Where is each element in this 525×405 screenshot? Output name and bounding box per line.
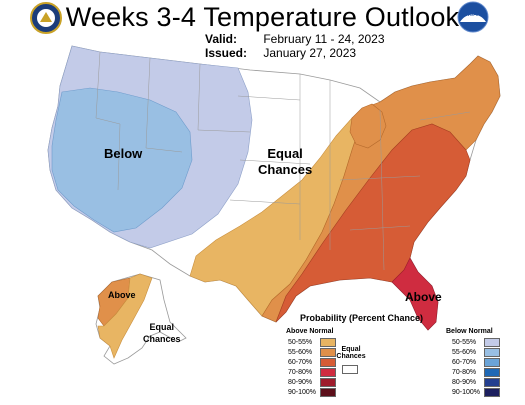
legend-equal-label: Equal Chances (336, 346, 366, 360)
legend-title: Probability (Percent Chance) (300, 313, 424, 323)
legend-above-header: Above Normal (286, 328, 334, 335)
noaa-logo-text: NOAA (465, 12, 481, 18)
below-item: 80-90% (452, 378, 500, 387)
above-item: 80-90% (288, 378, 336, 387)
equal-chances-ak-line2: Chances (143, 334, 181, 344)
above-swatch (320, 378, 336, 387)
above-item-label: 50-55% (288, 339, 313, 346)
above-ak-label: Above (108, 290, 136, 300)
above-70-80-region (391, 257, 439, 331)
equal-chances-ak-label: Equal Chances (143, 321, 181, 345)
above-fl-label: Above (405, 290, 442, 304)
below-55-60-region (51, 87, 193, 233)
above-item: 50-55% (288, 338, 336, 347)
below-item: 70-80% (452, 368, 500, 377)
valid-dates: February 11 - 24, 2023 (263, 32, 385, 46)
below-swatch (484, 388, 500, 397)
alaska-above-50-55 (97, 273, 153, 359)
above-item: 55-60% (288, 348, 336, 357)
legend-equal-line2: Chances (336, 353, 366, 360)
below-item: 55-60% (452, 348, 500, 357)
noaa-logo-icon (457, 1, 489, 33)
above-item-label: 70-80% (288, 369, 313, 376)
below-item-label: 60-70% (452, 359, 477, 366)
above-60-70-region (275, 123, 471, 323)
below-item-label: 70-80% (452, 369, 477, 376)
below-swatch (484, 338, 500, 347)
above-item-label: 55-60% (288, 349, 313, 356)
legend-equal-line1: Equal (341, 346, 361, 353)
map-title: Weeks 3-4 Temperature Outlook (65, 2, 460, 32)
above-swatch (320, 368, 336, 377)
above-swatch (320, 388, 336, 397)
doc-seal-icon (30, 2, 62, 34)
michigan-region (349, 103, 387, 149)
above-item-label: 80-90% (288, 379, 313, 386)
equal-chances-line1: Equal (267, 146, 303, 161)
below-item: 60-70% (452, 358, 500, 367)
above-swatch (320, 338, 336, 347)
equal-chances-line2: Chances (258, 162, 313, 177)
above-item-label: 60-70% (288, 359, 313, 366)
below-label: Below (104, 146, 143, 161)
below-item-label: 50-55% (452, 339, 477, 346)
issued-label: Issued: (205, 46, 248, 60)
below-item-label: 80-90% (452, 379, 477, 386)
legend-below-header: Below Normal (446, 328, 493, 335)
above-swatch (320, 358, 336, 367)
legend-equal-swatch (342, 365, 358, 374)
below-swatch (484, 348, 500, 357)
below-item: 90-100% (452, 388, 500, 397)
legend: Probability (Percent Chance) Above Norma… (282, 313, 520, 401)
above-item: 70-80% (288, 368, 336, 377)
below-swatch (484, 358, 500, 367)
below-swatch (484, 378, 500, 387)
below-item-label: 55-60% (452, 349, 477, 356)
issued-date: January 27, 2023 (263, 46, 357, 60)
above-swatch (320, 348, 336, 357)
above-item: 90-100% (288, 388, 336, 397)
equal-chances-ak-line1: Equal (149, 322, 175, 332)
date-block: Valid: February 11 - 24, 2023 Issued: Ja… (205, 32, 385, 60)
above-item-label: 90-100% (288, 389, 317, 396)
below-item: 50-55% (452, 338, 500, 347)
above-item: 60-70% (288, 358, 336, 367)
below-item-label: 90-100% (452, 389, 481, 396)
valid-label: Valid: (205, 32, 238, 46)
state-boundaries (95, 51, 471, 271)
below-swatch (484, 368, 500, 377)
equal-chances-label: Equal Chances (258, 146, 312, 178)
